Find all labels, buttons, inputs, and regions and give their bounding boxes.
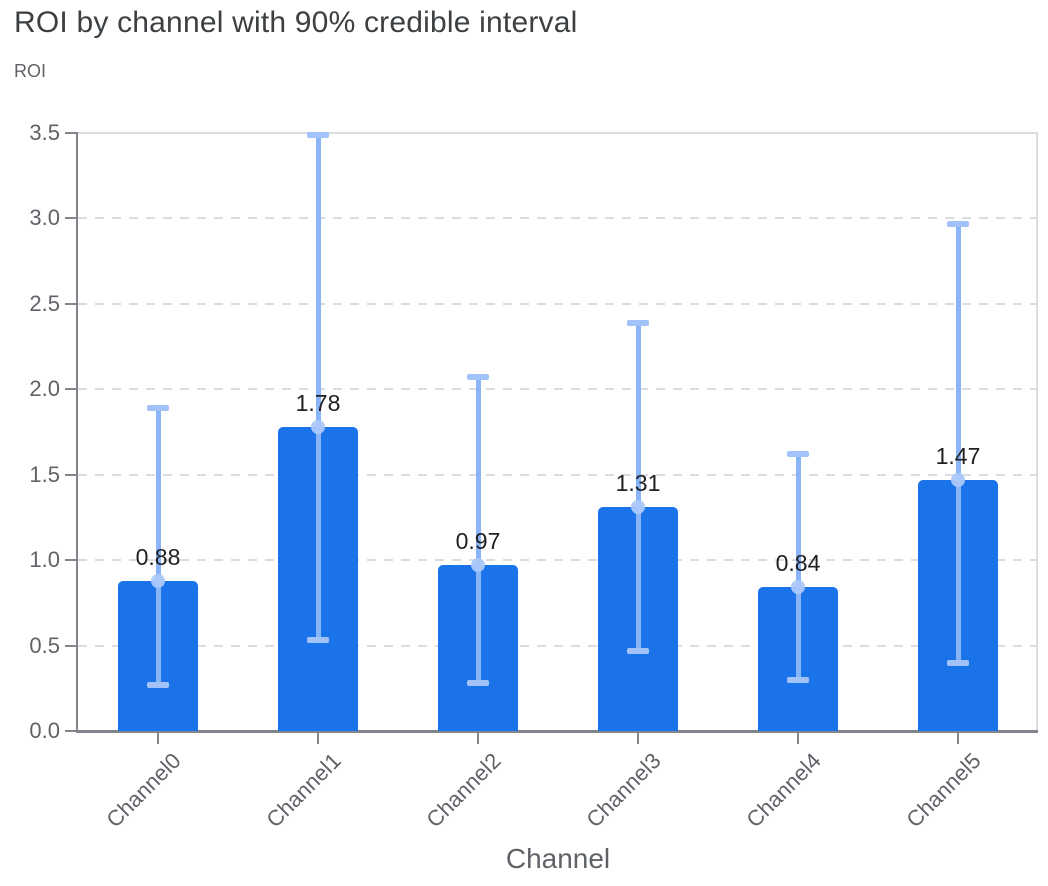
x-tick-channel5 [957, 732, 959, 744]
x-tick-channel3 [637, 732, 639, 744]
error-cap-low-channel2 [467, 680, 489, 687]
y-tick-label-0.5: 0.5 [29, 632, 60, 658]
y-tick-3.0 [65, 217, 76, 220]
x-tick-label-channel4: Channel4 [741, 748, 826, 833]
x-tick-label-channel1: Channel1 [261, 748, 346, 833]
error-cap-low-channel0 [147, 681, 169, 688]
y-tick-label-0.0: 0.0 [29, 718, 60, 743]
x-tick-label-channel0: Channel0 [101, 748, 186, 833]
y-axis-line [76, 132, 78, 731]
y-axis-label: ROI [14, 61, 47, 81]
error-cap-high-channel1 [307, 131, 329, 138]
error-cap-high-channel2 [467, 374, 489, 381]
y-tick-label-1.0: 1.0 [29, 547, 60, 573]
y-tick-2.0 [65, 388, 76, 391]
chart-title: ROI by channel with 90% credible interva… [14, 6, 578, 39]
x-tick-channel4 [797, 732, 799, 744]
gridline-0.5 [78, 644, 1038, 647]
error-cap-high-channel5 [947, 220, 969, 227]
y-tick-label-3.0: 3.0 [29, 205, 60, 231]
y-tick-0.5 [65, 644, 76, 647]
value-label-channel4: 0.84 [775, 550, 821, 577]
plot-border-right [1036, 133, 1038, 731]
y-tick-label-2.5: 2.5 [29, 290, 60, 316]
y-tick-3.5 [65, 132, 76, 134]
mean-dot-channel4 [791, 580, 805, 595]
x-axis-label: Channel [505, 843, 611, 874]
gridline-2.0 [78, 388, 1038, 391]
y-tick-2.5 [65, 302, 76, 305]
error-bar-channel2 [475, 377, 481, 684]
x-tick-label-channel5: Channel5 [901, 748, 986, 833]
x-tick-channel0 [157, 732, 159, 744]
error-cap-high-channel0 [147, 405, 169, 412]
x-tick-channel1 [317, 732, 319, 744]
error-cap-high-channel3 [627, 319, 649, 326]
y-tick-label-3.5: 3.5 [29, 120, 60, 145]
error-cap-low-channel3 [627, 647, 649, 654]
error-bar-channel3 [635, 322, 641, 651]
value-label-channel1: 1.78 [295, 389, 341, 416]
error-bar-channel5 [955, 223, 961, 663]
mean-dot-channel2 [471, 558, 485, 573]
mean-dot-channel0 [151, 573, 165, 588]
gridline-1.0 [78, 559, 1038, 562]
gridline-1.5 [78, 473, 1038, 476]
error-bar-channel4 [795, 454, 801, 680]
mean-dot-channel5 [951, 472, 965, 487]
mean-dot-channel1 [311, 419, 325, 434]
error-bar-channel0 [155, 408, 161, 685]
x-axis-line [76, 730, 1038, 733]
y-tick-1.0 [65, 559, 76, 562]
error-bar-channel1 [315, 134, 321, 641]
mean-dot-channel3 [631, 500, 645, 515]
error-cap-low-channel5 [947, 659, 969, 666]
x-tick-label-channel2: Channel2 [421, 748, 506, 833]
error-cap-high-channel4 [787, 451, 809, 458]
error-cap-low-channel4 [787, 676, 809, 683]
x-tick-channel2 [477, 732, 479, 744]
gridline-3.0 [78, 217, 1038, 220]
x-tick-label-channel3: Channel3 [581, 748, 666, 833]
y-tick-label-2.0: 2.0 [29, 376, 60, 402]
plot-border-top [78, 132, 1038, 134]
y-tick-1.5 [65, 473, 76, 476]
gridline-2.5 [78, 302, 1038, 305]
error-cap-low-channel1 [307, 637, 329, 644]
value-label-channel5: 1.47 [935, 442, 981, 469]
value-label-channel2: 0.97 [455, 528, 501, 555]
y-tick-0.0 [65, 730, 76, 732]
value-label-channel0: 0.88 [135, 543, 181, 570]
value-label-channel3: 1.31 [615, 470, 661, 497]
y-tick-label-1.5: 1.5 [29, 461, 60, 487]
